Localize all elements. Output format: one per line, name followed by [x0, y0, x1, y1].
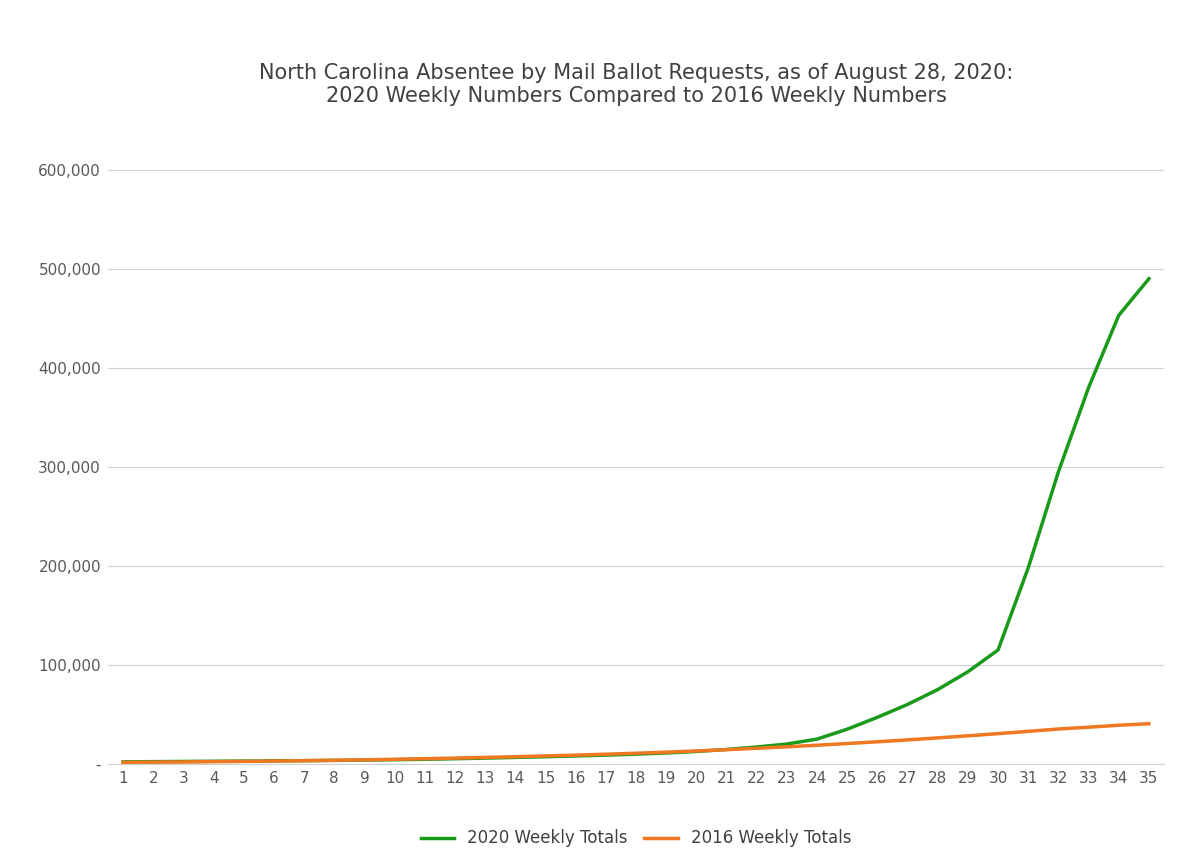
2020 Weekly Totals [1111, 310, 1126, 320]
2020 Weekly Totals [388, 754, 402, 765]
Line: 2016 Weekly Totals: 2016 Weekly Totals [124, 724, 1148, 762]
2016 Weekly Totals [599, 749, 613, 760]
Line: 2020 Weekly Totals: 2020 Weekly Totals [124, 279, 1148, 762]
2016 Weekly Totals [659, 747, 673, 758]
2016 Weekly Totals [328, 755, 342, 766]
2016 Weekly Totals [1111, 720, 1126, 731]
Legend: 2020 Weekly Totals, 2016 Weekly Totals: 2020 Weekly Totals, 2016 Weekly Totals [420, 829, 852, 847]
2016 Weekly Totals [1141, 719, 1156, 729]
2020 Weekly Totals [1141, 273, 1156, 284]
2016 Weekly Totals [296, 755, 311, 766]
2020 Weekly Totals [328, 755, 342, 766]
2020 Weekly Totals [236, 756, 251, 766]
2016 Weekly Totals [478, 753, 492, 763]
2020 Weekly Totals [206, 756, 221, 766]
2020 Weekly Totals [146, 756, 161, 766]
2020 Weekly Totals [900, 700, 914, 710]
2016 Weekly Totals [569, 750, 583, 760]
Title: North Carolina Absentee by Mail Ballot Requests, as of August 28, 2020:
2020 Wee: North Carolina Absentee by Mail Ballot R… [259, 63, 1013, 107]
2016 Weekly Totals [750, 743, 764, 753]
2016 Weekly Totals [1081, 722, 1096, 733]
2016 Weekly Totals [508, 752, 522, 762]
2016 Weekly Totals [236, 756, 251, 766]
2016 Weekly Totals [539, 751, 553, 761]
2016 Weekly Totals [629, 748, 643, 759]
2020 Weekly Totals [961, 667, 976, 677]
2020 Weekly Totals [176, 756, 191, 766]
2020 Weekly Totals [296, 755, 311, 766]
2016 Weekly Totals [870, 737, 884, 747]
2020 Weekly Totals [539, 752, 553, 762]
2016 Weekly Totals [206, 756, 221, 766]
2020 Weekly Totals [629, 749, 643, 760]
2020 Weekly Totals [508, 753, 522, 763]
2020 Weekly Totals [689, 746, 703, 757]
2016 Weekly Totals [719, 745, 733, 755]
2020 Weekly Totals [659, 747, 673, 758]
2016 Weekly Totals [1021, 727, 1036, 737]
2016 Weekly Totals [840, 739, 854, 749]
2020 Weekly Totals [1051, 467, 1066, 477]
2016 Weekly Totals [418, 753, 432, 764]
2016 Weekly Totals [780, 741, 794, 752]
2016 Weekly Totals [448, 753, 462, 763]
2020 Weekly Totals [810, 733, 824, 744]
2016 Weekly Totals [388, 754, 402, 765]
2020 Weekly Totals [750, 742, 764, 753]
2020 Weekly Totals [1081, 383, 1096, 393]
2020 Weekly Totals [991, 645, 1006, 655]
2020 Weekly Totals [266, 756, 281, 766]
2016 Weekly Totals [930, 733, 944, 743]
2020 Weekly Totals [116, 757, 131, 767]
2020 Weekly Totals [780, 739, 794, 749]
2016 Weekly Totals [961, 731, 976, 741]
2020 Weekly Totals [599, 750, 613, 760]
2020 Weekly Totals [840, 724, 854, 734]
2020 Weekly Totals [569, 751, 583, 761]
2016 Weekly Totals [689, 746, 703, 756]
2020 Weekly Totals [1021, 562, 1036, 573]
2020 Weekly Totals [358, 755, 372, 766]
2020 Weekly Totals [418, 754, 432, 765]
2020 Weekly Totals [870, 712, 884, 722]
2016 Weekly Totals [266, 756, 281, 766]
2016 Weekly Totals [146, 757, 161, 767]
2020 Weekly Totals [478, 753, 492, 763]
2020 Weekly Totals [719, 744, 733, 754]
2020 Weekly Totals [448, 753, 462, 764]
2016 Weekly Totals [116, 757, 131, 767]
2016 Weekly Totals [176, 757, 191, 767]
2016 Weekly Totals [1051, 724, 1066, 734]
2016 Weekly Totals [900, 734, 914, 745]
2016 Weekly Totals [991, 728, 1006, 739]
2020 Weekly Totals [930, 684, 944, 694]
2016 Weekly Totals [810, 740, 824, 751]
2016 Weekly Totals [358, 754, 372, 765]
